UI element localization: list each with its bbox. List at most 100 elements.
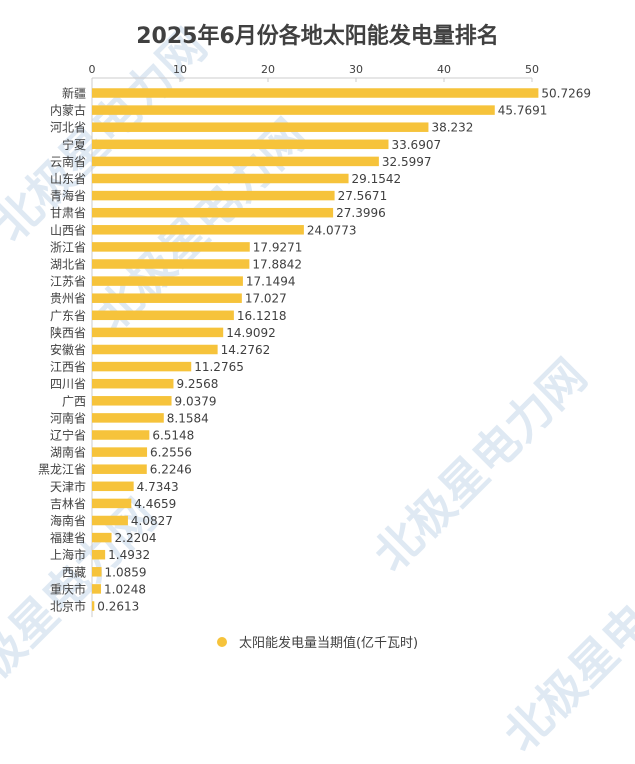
y-tick-label: 新疆 [62,86,86,101]
data-label: 33.6907 [391,138,441,152]
data-label: 11.2765 [194,360,244,374]
data-label: 9.0379 [175,394,217,408]
data-label: 32.5997 [382,155,432,169]
data-label: 27.5671 [338,189,388,203]
x-tick-label: 40 [437,63,451,76]
bar [92,447,148,457]
bar [92,567,102,577]
legend-label: 太阳能发电量当期值(亿千瓦时) [238,636,419,651]
x-tick-label: 50 [525,63,539,76]
legend-swatch [216,636,227,647]
y-tick-label: 安徽省 [50,342,86,357]
y-tick-label: 广西 [62,394,86,408]
bar [92,361,192,372]
data-label: 0.2613 [97,600,139,614]
bar [92,378,174,389]
y-tick-label: 重庆市 [50,581,86,596]
data-label: 38.232 [431,121,473,135]
y-tick-label: 西藏 [62,565,86,579]
bar [92,430,150,440]
bar [92,584,102,594]
bar [92,276,243,286]
y-tick-label: 山东省 [50,172,86,186]
bar [92,242,250,252]
data-label: 29.1542 [352,172,402,186]
data-label: 27.3996 [336,206,386,220]
data-label: 14.2762 [221,343,271,357]
data-label: 1.0248 [104,582,146,596]
bar [92,190,335,201]
data-label: 17.9271 [253,240,303,254]
y-tick-label: 山西省 [50,223,86,237]
y-tick-label: 广东省 [50,309,86,323]
y-tick-label: 北京市 [50,599,86,614]
data-label: 9.2568 [176,377,218,391]
y-tick-label: 上海市 [50,547,86,562]
data-label: 2.2204 [115,531,157,545]
bar [92,344,218,355]
data-label: 8.1584 [167,411,209,425]
y-tick-label: 青海省 [50,188,86,203]
data-label: 1.4932 [108,548,150,562]
y-tick-label: 吉林省 [50,497,86,511]
x-tick-label: 30 [349,63,363,76]
y-tick-label: 云南省 [50,154,86,169]
data-label: 17.8842 [252,258,302,272]
y-tick-label: 江西省 [50,360,86,374]
data-label: 17.1494 [246,275,296,289]
bar-chart: 0 10 20 30 40 50 新疆 50.7269 内蒙古 45.7691 河北省 38.232 宁… [38,63,591,618]
bar [92,88,539,98]
bar [92,225,304,235]
data-label: 14.9092 [226,326,276,340]
x-tick-label: 0 [89,63,96,76]
bar [92,498,132,509]
data-label: 16.1218 [237,309,287,323]
data-label: 17.027 [245,292,287,306]
bar [92,122,429,132]
y-tick-label: 湖北省 [50,257,86,272]
y-tick-label: 湖南省 [50,445,86,460]
y-tick-label: 辽宁省 [50,428,86,443]
chart-title: 2025年6月份各地太阳能发电量排名 [136,24,499,49]
y-tick-label: 宁夏 [62,137,86,152]
bar [92,532,112,543]
data-label: 4.4659 [134,497,176,511]
y-tick-label: 河北省 [50,121,86,135]
bar [92,259,250,269]
y-tick-label: 黑龙江省 [38,463,86,477]
bar [92,464,147,474]
y-tick-label: 四川省 [50,377,86,391]
bar [92,481,134,492]
data-label: 6.2246 [150,463,192,477]
y-tick-label: 海南省 [50,513,86,528]
y-tick-label: 陕西省 [50,325,86,340]
bar [92,293,242,303]
bar [92,327,224,338]
data-label: 24.0773 [307,223,357,237]
data-label: 45.7691 [498,104,548,118]
x-tick-label: 10 [173,63,187,76]
bar [92,310,234,321]
bar [92,515,128,526]
y-tick-label: 浙江省 [50,240,86,254]
bar [92,207,334,218]
data-label: 1.0859 [105,565,147,579]
data-label: 6.5148 [152,429,194,443]
y-tick-label: 江苏省 [50,275,86,289]
y-tick-label: 福建省 [50,530,86,545]
y-tick-label: 内蒙古 [50,103,86,118]
bar [92,396,172,406]
x-tick-label: 20 [261,63,275,76]
bar [92,601,95,611]
data-label: 50.7269 [541,87,591,101]
bar [92,156,379,167]
bar [92,413,164,423]
bar [92,105,495,115]
bar [92,173,349,184]
y-tick-label: 贵州省 [50,292,86,306]
y-tick-label: 甘肃省 [50,206,86,220]
data-label: 6.2556 [150,446,192,460]
legend: 太阳能发电量当期值(亿千瓦时) [0,632,635,651]
data-label: 4.7343 [137,480,179,494]
bar [92,549,106,560]
